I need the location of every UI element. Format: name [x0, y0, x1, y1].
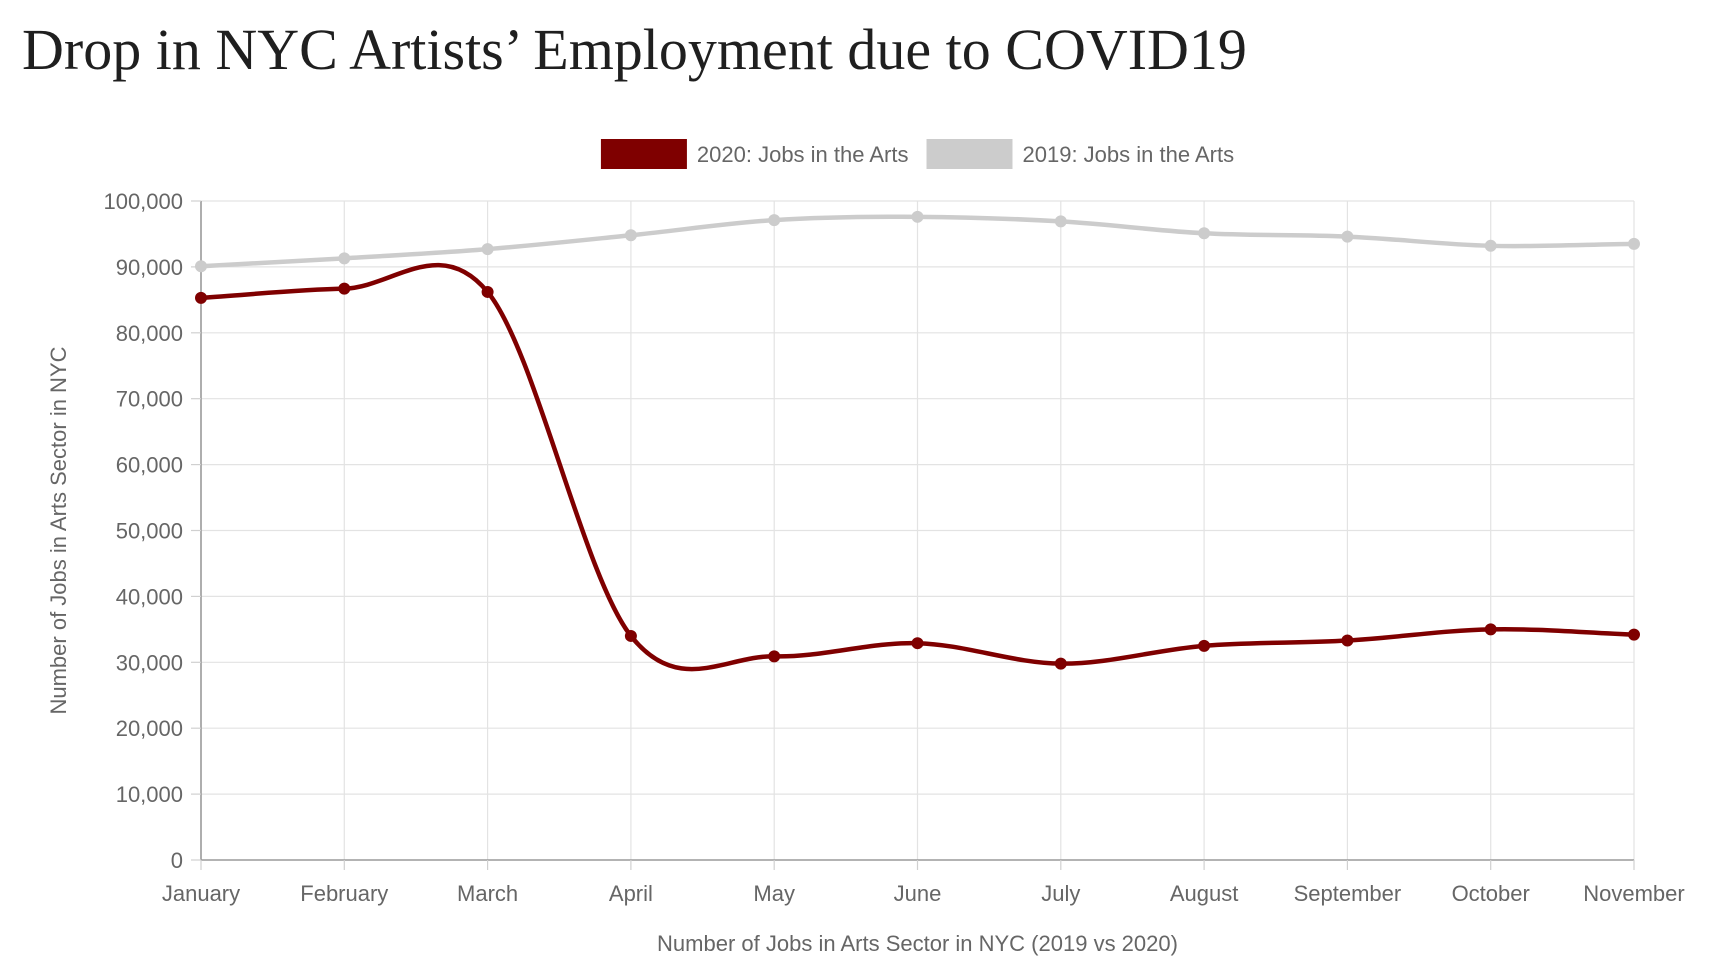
data-point-2020[interactable]: [624, 629, 637, 642]
y-tick-label: 70,000: [116, 387, 183, 412]
data-point-2019[interactable]: [911, 210, 924, 223]
data-point-2019[interactable]: [481, 243, 494, 256]
x-tick-label: July: [1041, 881, 1080, 906]
data-point-2019[interactable]: [1054, 215, 1067, 228]
legend-item-2019[interactable]: 2019: Jobs in the Arts: [926, 139, 1235, 169]
y-axis-ticks: 0 10,000 20,000 30,000 40,000 50,000 60,000 70,…: [103, 189, 201, 873]
y-tick-label: 90,000: [116, 255, 183, 280]
x-tick-label: April: [609, 881, 653, 906]
x-tick-label: March: [457, 881, 518, 906]
x-tick-label: May: [753, 881, 795, 906]
data-point-2020[interactable]: [1054, 657, 1067, 670]
data-point-2019[interactable]: [1628, 237, 1640, 250]
series-lines: [195, 210, 1640, 672]
page-title: Drop in NYC Artists’ Employment due to C…: [22, 17, 1247, 82]
data-point-2019[interactable]: [768, 214, 781, 227]
data-point-2019[interactable]: [195, 260, 207, 273]
y-tick-label: 80,000: [116, 321, 183, 346]
legend-label: 2019: Jobs in the Arts: [1023, 142, 1235, 167]
y-tick-label: 50,000: [116, 519, 183, 544]
x-tick-label: August: [1170, 881, 1239, 906]
x-tick-label: January: [162, 881, 240, 906]
data-point-2020[interactable]: [911, 637, 924, 650]
data-point-2020[interactable]: [481, 285, 494, 298]
y-tick-label: 30,000: [116, 650, 183, 675]
x-tick-label: June: [894, 881, 942, 906]
y-tick-label: 40,000: [116, 584, 183, 609]
x-tick-label: September: [1294, 881, 1402, 906]
data-point-2020[interactable]: [1484, 623, 1497, 636]
gridlines: [201, 200, 1635, 860]
y-tick-label: 20,000: [116, 716, 183, 741]
data-point-2020[interactable]: [768, 650, 781, 663]
data-point-2020[interactable]: [1628, 628, 1640, 641]
data-point-2019[interactable]: [624, 229, 637, 242]
data-point-2020[interactable]: [1198, 639, 1211, 652]
y-axis-title: Number of Jobs in Arts Sector in NYC: [46, 346, 71, 714]
y-tick-label: 100,000: [103, 189, 183, 214]
legend-item-2020[interactable]: 2020: Jobs in the Arts: [600, 139, 909, 169]
legend: 2020: Jobs in the Arts 2019: Jobs in the …: [600, 139, 1235, 169]
data-point-2019[interactable]: [1341, 230, 1354, 243]
y-tick-label: 10,000: [116, 782, 183, 807]
x-tick-label: October: [1452, 881, 1530, 906]
x-tick-label: November: [1583, 881, 1684, 906]
data-point-2019[interactable]: [338, 252, 351, 265]
y-tick-label: 0: [171, 848, 183, 873]
series-line-2020: [198, 262, 1637, 672]
data-point-2019[interactable]: [1484, 239, 1497, 252]
legend-swatch: [926, 139, 1013, 169]
x-axis-title: Number of Jobs in Arts Sector in NYC (20…: [657, 931, 1178, 956]
legend-swatch: [600, 139, 687, 169]
data-point-2020[interactable]: [338, 282, 351, 295]
x-tick-label: February: [300, 881, 388, 906]
x-axis-ticks: January February March April May June July Augu…: [162, 860, 1685, 906]
y-tick-label: 60,000: [116, 453, 183, 478]
legend-label: 2020: Jobs in the Arts: [697, 142, 909, 167]
data-point-2020[interactable]: [1341, 634, 1354, 647]
data-point-2020[interactable]: [195, 291, 207, 304]
data-point-2019[interactable]: [1198, 227, 1211, 240]
